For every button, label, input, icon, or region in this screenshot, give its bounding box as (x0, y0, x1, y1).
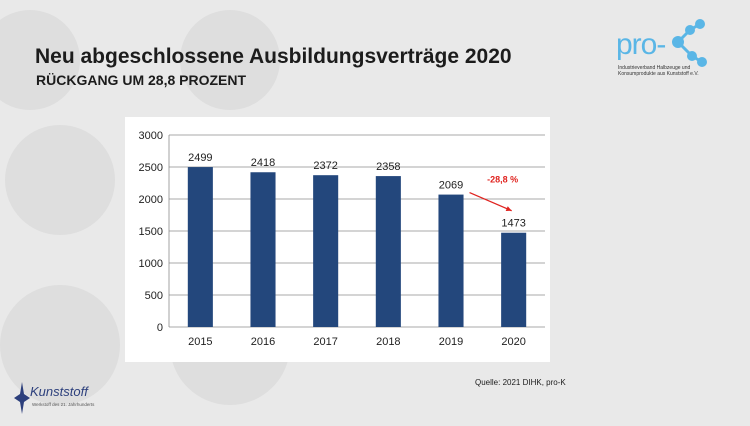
data-label: 2358 (376, 161, 400, 173)
bar (438, 194, 464, 327)
source-note: Quelle: 2021 DIHK, pro-K (475, 378, 566, 387)
bar (375, 176, 401, 327)
x-tick-label: 2017 (313, 336, 337, 348)
data-label: 1473 (501, 218, 525, 230)
y-tick-label: 500 (145, 290, 163, 302)
kunststoff-star-icon (14, 382, 30, 414)
kunststoff-wordmark: Kunststoff (30, 384, 88, 399)
bar (250, 172, 276, 327)
x-tick-label: 2018 (376, 336, 400, 348)
y-tick-label: 2000 (139, 194, 163, 206)
slide-title: Neu abgeschlossene Ausbildungsverträge 2… (35, 45, 512, 68)
x-tick-label: 2015 (188, 336, 212, 348)
data-label: 2069 (439, 180, 463, 192)
bar (313, 175, 339, 327)
y-tick-label: 0 (157, 322, 163, 334)
data-label: 2372 (313, 160, 337, 172)
bar (187, 167, 213, 327)
y-tick-label: 1000 (139, 258, 163, 270)
prok-logo: Industrieverband Halbzeuge und Konsumpro… (608, 18, 748, 88)
slide-subtitle: RÜCKGANG UM 28,8 PROZENT (36, 72, 247, 88)
x-tick-label: 2020 (501, 336, 525, 348)
y-tick-label: 1500 (139, 226, 163, 238)
y-tick-label: 2500 (139, 162, 163, 174)
data-label: 2499 (188, 152, 212, 164)
annotation-arrowhead (505, 206, 512, 211)
x-tick-label: 2016 (251, 336, 275, 348)
y-tick-label: 3000 (139, 130, 163, 142)
prok-tagline: Industrieverband Halbzeuge und Konsumpro… (618, 65, 699, 77)
annotation-label: -28,8 % (487, 175, 518, 185)
bar (501, 232, 527, 327)
annotation-arrow (469, 191, 512, 212)
prok-molecule-icon (672, 19, 707, 67)
chart-canvas: 0 500 1000 1500 2000 2500 3000 2499 2015 2418 2016… (139, 130, 545, 348)
data-label: 2418 (251, 157, 275, 169)
x-tick-label: 2019 (439, 336, 463, 348)
prok-wordmark: pro- (616, 28, 666, 61)
kunststoff-logo: Kunststoff Werkstoff des 21. Jahrhundert… (12, 378, 132, 418)
bar-chart: 0 500 1000 1500 2000 2500 3000 2499 2015 2418 2016… (125, 117, 550, 362)
kunststoff-tagline: Werkstoff des 21. Jahrhunderts (32, 402, 95, 407)
